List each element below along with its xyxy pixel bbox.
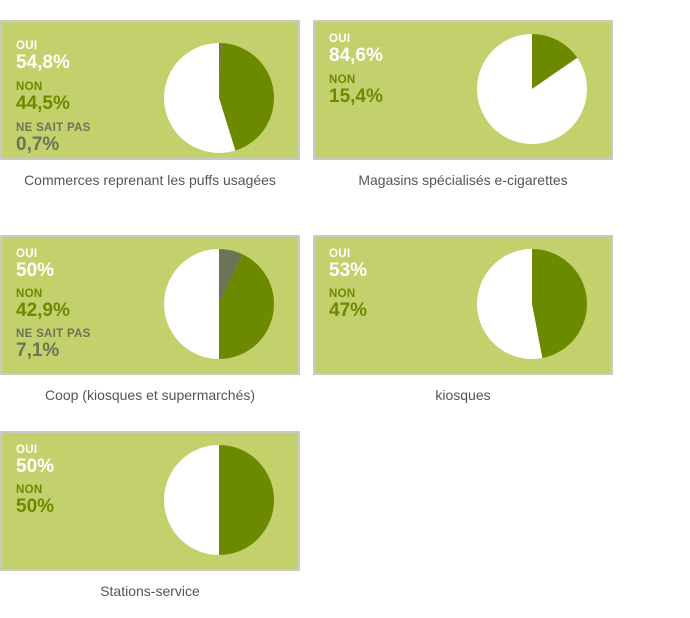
legend-oui-value: 84,6% (329, 44, 383, 66)
chart-card-commerces: OUI 54,8% NON 44,5% NE SAIT PAS 0,7% Com… (0, 20, 300, 188)
legend-non-label: NON (16, 288, 43, 300)
chart-caption: Commerces reprenant les puffs usagées (24, 172, 276, 188)
pie-slice-oui (164, 445, 219, 555)
legend-non: NON 15,4% (329, 74, 383, 107)
pie-slice-non (219, 254, 274, 359)
legend-oui-label: OUI (329, 33, 351, 45)
legend-oui: OUI 53% (329, 248, 368, 281)
legend-non-value: 15,4% (329, 85, 383, 107)
legend-oui-label: OUI (16, 40, 38, 52)
legend-oui: OUI 54,8% (16, 40, 70, 73)
pie-slice-oui (163, 43, 236, 153)
chart-panel: OUI 50% NON 42,9% NE SAIT PAS 7,1% (0, 235, 300, 375)
chart-card-coop: OUI 50% NON 42,9% NE SAIT PAS 7,1% Coop … (0, 235, 300, 403)
chart-caption: Magasins spécialisés e-cigarettes (358, 172, 568, 188)
legend-oui: OUI 50% (16, 248, 55, 281)
pie-slice-oui (476, 249, 543, 359)
legend-oui-label: OUI (16, 248, 38, 260)
legend-non-label: NON (16, 484, 43, 496)
legend-oui-value: 50% (16, 455, 55, 477)
legend-non-value: 44,5% (16, 92, 70, 114)
pie-slice-oui (477, 34, 587, 144)
pie-slice-non (532, 249, 587, 359)
pie-slice-non (219, 445, 274, 555)
chart-card-magasins: OUI 84,6% NON 15,4% Magasins spécialisés… (313, 20, 613, 188)
pie-slice-ne-sait-pas (219, 43, 222, 98)
legend-oui-value: 53% (329, 259, 368, 281)
legend-non: NON 44,5% (16, 81, 70, 114)
legend-oui: OUI 84,6% (329, 33, 383, 66)
legend-ne-sait-pas-label: NE SAIT PAS (16, 122, 91, 134)
pie-slice-non (219, 43, 274, 151)
pie-slice-non (532, 34, 578, 89)
legend-ne-sait-pas-value: 0,7% (16, 133, 60, 155)
chart-caption: Stations-service (100, 583, 200, 599)
pie-chart (164, 249, 274, 359)
chart-caption: kiosques (435, 387, 491, 403)
legend-non-label: NON (16, 81, 43, 93)
chart-panel: OUI 50% NON 50% (0, 431, 300, 571)
pie-slice-ne-sait-pas (219, 249, 243, 304)
chart-card-stations: OUI 50% NON 50% Stations-service (0, 431, 300, 599)
legend-non: NON 47% (329, 288, 368, 321)
legend-non-value: 47% (329, 299, 368, 321)
chart-card-kiosques: OUI 53% NON 47% kiosques (313, 235, 613, 403)
legend-ne-sait-pas: NE SAIT PAS 0,7% (16, 122, 91, 155)
legend-non-value: 50% (16, 495, 55, 517)
pie-chart (163, 43, 274, 153)
pie-chart (476, 249, 587, 359)
chart-caption: Coop (kiosques et supermarchés) (44, 387, 256, 403)
legend-non: NON 50% (16, 484, 55, 517)
chart-panel: OUI 84,6% NON 15,4% (313, 20, 613, 160)
legend-oui-value: 50% (16, 259, 55, 281)
chart-panel: OUI 54,8% NON 44,5% NE SAIT PAS 0,7% (0, 20, 300, 160)
legend-oui-value: 54,8% (16, 51, 70, 73)
legend-ne-sait-pas: NE SAIT PAS 7,1% (16, 328, 91, 361)
pie-slice-oui (164, 249, 219, 359)
legend-non: NON 42,9% (16, 288, 70, 321)
legend-non-value: 42,9% (16, 299, 70, 321)
legend-oui: OUI 50% (16, 444, 55, 477)
chart-panel: OUI 53% NON 47% (313, 235, 613, 375)
legend-ne-sait-pas-label: NE SAIT PAS (16, 328, 91, 340)
legend-oui-label: OUI (16, 444, 38, 456)
legend-ne-sait-pas-value: 7,1% (16, 339, 60, 361)
legend-non-label: NON (329, 288, 356, 300)
legend-non-label: NON (329, 74, 356, 86)
pie-chart (477, 34, 587, 144)
pie-chart (164, 445, 274, 555)
legend-oui-label: OUI (329, 248, 351, 260)
